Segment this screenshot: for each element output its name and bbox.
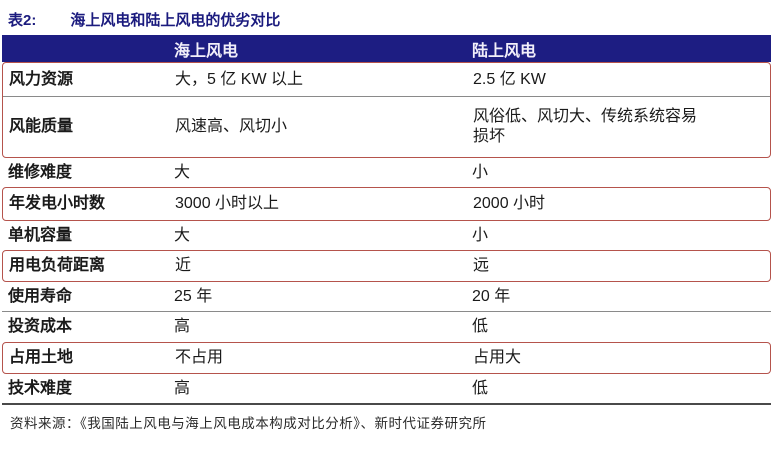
figure-title: 表2: 海上风电和陆上风电的优劣对比: [0, 0, 773, 35]
figure-number: 表2:: [8, 12, 37, 29]
table-row-service-life: 使用寿命 25 年 20 年: [2, 282, 771, 312]
onshore-value: 低: [472, 379, 489, 397]
offshore-value: 3000 小时以上: [175, 195, 280, 212]
row-label: 维修难度: [8, 163, 73, 181]
row-label: 风能质量: [9, 118, 74, 135]
offshore-value: 25 年: [174, 287, 213, 305]
onshore-value: 20 年: [472, 287, 511, 305]
offshore-value: 高: [174, 318, 191, 335]
row-label: 用电负荷距离: [9, 257, 106, 274]
onshore-value: 远: [473, 257, 490, 274]
onshore-value: 小: [472, 226, 489, 244]
row-label: 风力资源: [9, 70, 74, 88]
onshore-value: 小: [472, 163, 489, 181]
offshore-value: 不占用: [175, 349, 224, 366]
highlight-box-annual-hours: 年发电小时数 3000 小时以上 2000 小时: [2, 187, 771, 221]
table-row-maintenance: 维修难度 大 小: [2, 158, 771, 187]
table-row-load-distance: 用电负荷距离 近 远: [3, 251, 770, 281]
offshore-value: 近: [175, 257, 192, 274]
figure-title-text: 海上风电和陆上风电的优劣对比: [70, 12, 281, 29]
table-row-unit-capacity: 单机容量 大 小: [2, 221, 771, 250]
table-row-technical-difficulty: 技术难度 高 低: [2, 374, 771, 403]
highlight-box-land-use: 占用土地 不占用 占用大: [2, 342, 771, 374]
onshore-value: 2.5 亿 KW: [473, 70, 546, 88]
comparison-table: 海上风电 陆上风电 风力资源 大，5 亿 KW 以上 2.5 亿 KW 风能质量…: [2, 35, 771, 405]
offshore-value: 高: [174, 379, 191, 397]
source-citation: 资料来源：《我国陆上风电与海上风电成本构成对比分析》、新时代证券研究所: [10, 416, 487, 431]
header-cell-onshore: 陆上风电: [472, 42, 537, 60]
table-header-row: 海上风电 陆上风电: [2, 35, 771, 62]
row-label: 使用寿命: [8, 287, 73, 305]
row-label: 占用土地: [9, 349, 74, 366]
onshore-value: 风俗低、风切大、传统系统容易损坏: [473, 108, 698, 145]
table-row-land-use: 占用土地 不占用 占用大: [3, 343, 770, 373]
table-row-wind-resource: 风力资源 大，5 亿 KW 以上 2.5 亿 KW: [3, 63, 770, 96]
table-row-wind-quality: 风能质量 风速高、风切小 风俗低、风切大、传统系统容易损坏: [3, 96, 770, 157]
header-cell-offshore: 海上风电: [174, 42, 239, 60]
onshore-value: 占用大: [473, 349, 522, 366]
table-row-investment-cost: 投资成本 高 低: [2, 312, 771, 342]
offshore-value: 大: [174, 226, 191, 244]
offshore-value: 大: [174, 163, 191, 181]
row-label: 技术难度: [8, 379, 73, 397]
table-row-annual-hours: 年发电小时数 3000 小时以上 2000 小时: [3, 188, 770, 220]
highlight-box-load-distance: 用电负荷距离 近 远: [2, 250, 771, 282]
offshore-value: 大，5 亿 KW 以上: [175, 70, 304, 88]
highlight-box-wind-resource-quality: 风力资源 大，5 亿 KW 以上 2.5 亿 KW 风能质量 风速高、风切小 风…: [2, 62, 771, 158]
row-label: 单机容量: [8, 226, 73, 244]
offshore-value: 风速高、风切小: [175, 118, 288, 135]
onshore-value: 低: [472, 318, 489, 335]
row-label: 投资成本: [8, 318, 73, 335]
row-label: 年发电小时数: [9, 195, 106, 212]
onshore-value: 2000 小时: [473, 195, 546, 212]
